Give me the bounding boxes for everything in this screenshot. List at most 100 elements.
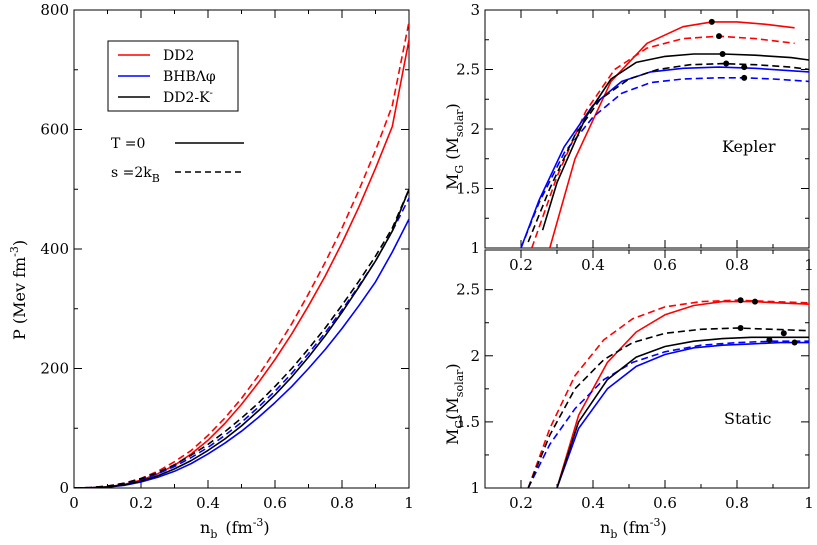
eos-ticks: 0 0.2 0.4 0.6 0.8 1 0 200 400 600 800 — [40, 1, 413, 512]
eos-series-bhb-t-0 — [74, 218, 409, 488]
eos-ytick-label: 600 — [40, 121, 69, 139]
static-series-dd2-t-0 — [556, 300, 809, 488]
static-ylabel-m: M — [443, 429, 462, 445]
style-legend-s2kb-sub: B — [152, 172, 160, 185]
kepler-plot-frame — [484, 9, 810, 249]
static-x-axis-title: nb (fm-3) — [600, 516, 667, 541]
static-series-dd2-k-t-0 — [556, 336, 809, 488]
legend-dd2k-text: DD2-K — [163, 90, 210, 106]
eos-series-dd2-k-t-0 — [74, 189, 409, 488]
static-xtick-label: 1 — [804, 494, 814, 512]
static-annotation: Static — [724, 409, 771, 428]
eos-xtick-label: 0 — [69, 494, 79, 512]
style-legend-s2kb-text: s =2k — [111, 165, 152, 181]
eos-series-dd2-k-s-2kb — [74, 188, 409, 488]
kepler-ylabel-close: ) — [443, 103, 462, 109]
kepler-xtick-label: 0.2 — [509, 256, 533, 274]
static-ylabel-close: ) — [443, 363, 462, 369]
static-max-mass-marker — [766, 336, 773, 343]
legend-dd2k-label: DD2-K- — [163, 88, 213, 106]
style-legend-t0-label: T =0 — [111, 136, 145, 152]
kepler-max-mass-marker — [719, 51, 726, 58]
eos-ytick-label: 0 — [59, 479, 69, 497]
eos-xlabel-n: n — [200, 518, 210, 537]
static-series-dd2-k-s-2kb — [527, 327, 809, 488]
kepler-ylabel-open: (M — [443, 137, 462, 165]
static-series-bhb-s-2kb — [527, 340, 809, 488]
eos-xtick-label: 0.8 — [330, 494, 354, 512]
eos-xlabel-sup: -3 — [253, 516, 264, 529]
eos-ylabel-close: ) — [10, 240, 29, 246]
static-xtick-label: 0.4 — [581, 494, 605, 512]
static-y-axis-title: MG(Msolar) — [443, 363, 466, 445]
static-series-dd2-s-2kb — [527, 299, 809, 488]
kepler-ylabel-m: M — [443, 174, 462, 190]
eos-y-axis-title: P (Mev fm-3) — [8, 240, 29, 340]
static-max-mass-marker — [791, 339, 798, 346]
kepler-series-bhb-s-2kb — [520, 77, 809, 248]
kepler-xtick-label: 0.8 — [725, 256, 749, 274]
static-max-mass-marker — [780, 330, 787, 337]
eos-ylabel-main: P (Mev fm — [10, 257, 29, 340]
static-xlabel-unit: (fm — [617, 518, 649, 537]
static-xlabel-close: ) — [661, 518, 667, 537]
static-ytick-label: 2 — [470, 347, 480, 365]
static-ylabel-sub: G — [453, 420, 466, 429]
legend-dd2k-sup: - — [210, 88, 213, 99]
kepler-max-mass-marker — [741, 64, 748, 71]
kepler-panel: 0.2 0.4 0.6 0.8 111.522.53 Kepler MG (Msolar… — [443, 1, 814, 274]
static-series — [527, 297, 809, 488]
kepler-annotation: Kepler — [722, 137, 776, 156]
kepler-series-dd2-s-2kb — [531, 35, 795, 248]
kepler-ytick-label: 2.5 — [456, 61, 480, 79]
kepler-xtick-label: 0.6 — [653, 256, 677, 274]
static-xtick-label: 0.8 — [725, 494, 749, 512]
kepler-series-dd2-k-t-0 — [541, 53, 809, 231]
kepler-ytick-label: 1.5 — [456, 180, 480, 198]
static-ticks: 0.2 0.4 0.6 0.8 1 1 1.5 2 2.5 — [456, 250, 814, 512]
static-plot-frame — [484, 249, 810, 489]
static-xtick-label: 0.6 — [653, 494, 677, 512]
kepler-series — [520, 18, 809, 248]
static-xlabel-sup: -3 — [650, 516, 661, 529]
static-max-mass-marker — [737, 325, 744, 332]
eos-xlabel-close: ) — [263, 518, 269, 537]
kepler-max-mass-marker — [741, 74, 748, 81]
kepler-xtick-label: 0.4 — [581, 256, 605, 274]
static-ytick-label: 1 — [470, 479, 480, 497]
kepler-max-mass-marker — [716, 33, 722, 40]
eos-x-axis-title: nb (fm-3) — [200, 516, 270, 541]
eos-xtick-label: 0.2 — [129, 494, 153, 512]
kepler-y-axis-title: MG (Msolar) — [443, 103, 466, 190]
static-ylabel-open: (M — [443, 397, 462, 420]
kepler-ylabel-sub2: solar — [453, 109, 466, 137]
static-series-bhb-t-0 — [556, 341, 809, 488]
eos-ytick-label: 200 — [40, 360, 69, 378]
eos-series — [74, 21, 409, 488]
kepler-ytick-label: 3 — [470, 1, 480, 19]
static-panel: 0.2 0.4 0.6 0.8 111.522.5 Static MG(Msolar) … — [443, 249, 814, 541]
eos-ylabel-sup: -3 — [8, 246, 21, 257]
kepler-max-mass-marker — [708, 18, 715, 25]
kepler-ytick-label: 1 — [470, 239, 480, 257]
eos-xtick-label: 1 — [404, 494, 414, 512]
kepler-ticks: 0.2 0.4 0.6 0.8 111.522.53 — [456, 1, 814, 274]
kepler-ytick-label: 2 — [470, 120, 480, 138]
static-ytick-label: 1.5 — [456, 413, 480, 431]
static-xtick-label: 0.2 — [509, 494, 533, 512]
legend-dd2-label: DD2 — [163, 48, 194, 64]
kepler-series-dd2-k-s-2kb — [527, 62, 809, 243]
eos-series-bhb-s-2kb — [74, 197, 409, 488]
kepler-max-mass-marker — [723, 60, 730, 67]
kepler-ylabel-sub: G — [453, 165, 466, 174]
eos-ytick-label: 800 — [40, 1, 69, 19]
static-ylabel-sub2: solar — [453, 369, 466, 397]
eos-xtick-label: 0.6 — [263, 494, 287, 512]
eos-ytick-label: 400 — [40, 240, 69, 258]
eos-panel: 0 0.2 0.4 0.6 0.8 1 0 200 400 600 800 DD2 BHBΛφ DD… — [8, 1, 414, 541]
eos-xlabel-sub: b — [210, 528, 217, 541]
kepler-series-dd2-t-0 — [549, 21, 795, 248]
style-legend-s2kb-label: s =2kB — [111, 165, 160, 185]
eos-xlabel-unit: (fm — [225, 518, 252, 537]
